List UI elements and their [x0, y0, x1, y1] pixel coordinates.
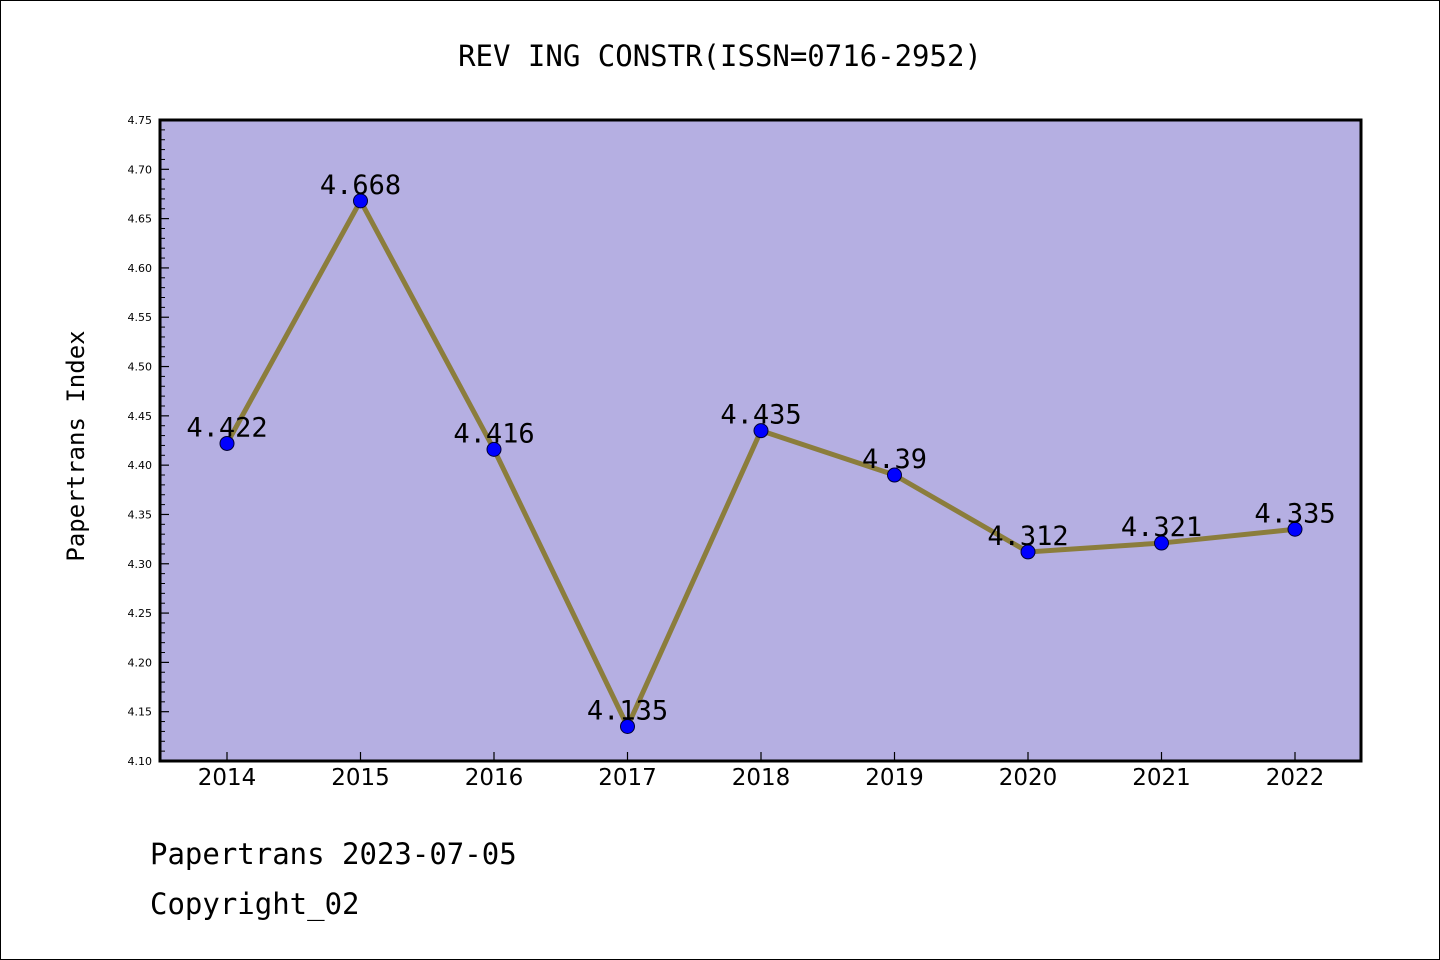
data-point: [1020, 544, 1036, 560]
x-tick-label: 2016: [465, 765, 524, 791]
data-point: [753, 423, 769, 439]
data-point: [486, 441, 502, 457]
footer-copyright: Copyright_02: [150, 887, 360, 922]
data-points: [219, 193, 1303, 734]
data-label: 4.435: [720, 400, 801, 431]
data-point: [887, 467, 902, 483]
y-axis-label: Papertrans Index: [62, 330, 90, 561]
data-label: 4.135: [587, 695, 668, 726]
chart-title: REV ING CONSTR(ISSN=0716-2952): [458, 39, 982, 73]
y-tick-label: 4.35: [128, 508, 153, 521]
data-point: [620, 718, 635, 734]
data-label: 4.335: [1254, 498, 1335, 529]
x-tick-label: 2014: [198, 765, 257, 791]
data-label: 4.668: [320, 170, 401, 201]
x-tick-label: 2017: [598, 765, 657, 791]
plot-border: [158, 118, 1363, 763]
y-tick-label: 4.55: [128, 311, 153, 324]
data-point: [219, 435, 235, 451]
y-tick-label: 4.60: [128, 262, 153, 275]
x-tick-label: 2018: [732, 765, 791, 791]
x-tick-label: 2022: [1266, 765, 1325, 791]
y-tick-label: 4.30: [128, 558, 153, 571]
plot-area: [160, 120, 1361, 761]
y-tick-label: 4.50: [128, 361, 153, 374]
x-tick-label: 2020: [999, 765, 1058, 791]
y-tick-label: 4.45: [128, 410, 153, 423]
data-point: [353, 193, 368, 209]
y-tick-label: 4.10: [128, 755, 153, 768]
footer-source: Papertrans 2023-07-05: [150, 837, 517, 871]
data-point: [1287, 521, 1303, 537]
x-tick-label: 2019: [865, 765, 924, 791]
data-label: 4.312: [987, 521, 1068, 552]
data-labels: 4.422 4.668 4.416 4.135 4.435 4.39 4.312 4.321 4…: [186, 170, 1335, 727]
data-label: 4.416: [453, 418, 534, 449]
data-label: 4.39: [862, 444, 927, 475]
y-tick-label: 4.25: [128, 607, 153, 620]
y-tick-label: 4.15: [128, 706, 153, 719]
y-tick-label: 4.20: [128, 656, 153, 669]
y-tick-label: 4.65: [128, 213, 153, 226]
y-axis-ticks: 4.10 4.15 4.20 4.25 4.30 4.35 4.40 4.45 4.50 4.55…: [128, 114, 169, 768]
y-tick-label: 4.75: [128, 114, 153, 127]
data-point: [1154, 535, 1169, 551]
x-tick-label: 2015: [331, 765, 390, 791]
y-tick-label: 4.70: [128, 163, 153, 176]
x-tick-label: 2021: [1132, 765, 1191, 791]
data-label: 4.321: [1121, 512, 1202, 543]
data-label: 4.422: [186, 412, 267, 443]
x-axis-ticks: 2014 2015 2016 2017 2018 2019 2020 2021 2022: [198, 752, 1325, 791]
y-tick-label: 4.40: [128, 459, 153, 472]
